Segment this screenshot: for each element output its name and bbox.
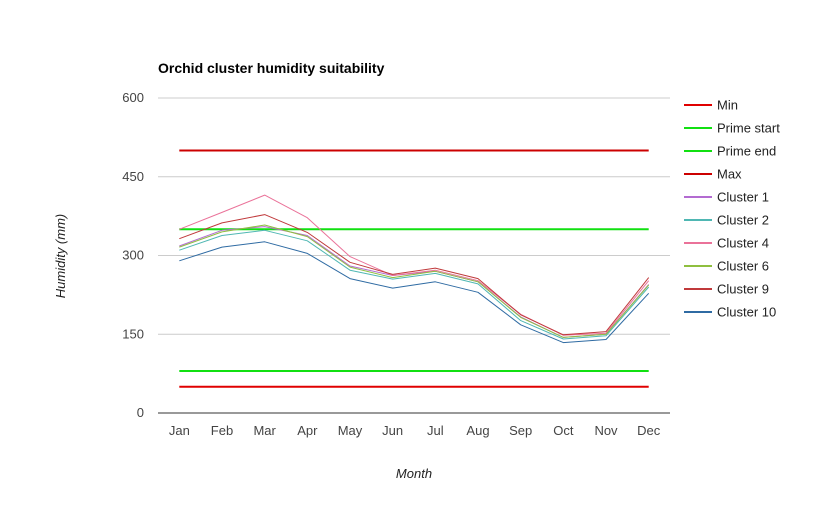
y-tick-label: 600 [122, 90, 144, 105]
legend-entry: Max [717, 167, 742, 182]
x-tick-label: Jun [382, 423, 403, 438]
y-tick-label: 0 [137, 405, 144, 420]
legend-entry: Prime end [717, 144, 776, 159]
x-axis-label: Month [396, 466, 432, 481]
legend-entry: Cluster 9 [717, 282, 769, 297]
series-line-cluster-4 [179, 194, 650, 336]
legend-entry: Cluster 6 [717, 259, 769, 274]
x-tick-label: Apr [297, 423, 318, 438]
x-tick-label: Jan [169, 423, 190, 438]
series-line-cluster-10 [179, 241, 650, 344]
x-tick-label: Sep [509, 423, 532, 438]
x-tick-label: May [338, 423, 363, 438]
y-tick-label: 300 [122, 248, 144, 263]
chart-title: Orchid cluster humidity suitability [158, 60, 385, 76]
y-tick-label: 150 [122, 326, 144, 341]
series-lines [179, 149, 650, 388]
series-line-cluster-2 [179, 229, 650, 340]
x-tick-label: Aug [466, 423, 489, 438]
x-tick-label: Dec [637, 423, 661, 438]
legend: Min Prime start Prime end Max Cluster 1 Clust… [684, 98, 780, 320]
gridlines [158, 97, 670, 414]
legend-entry: Cluster 10 [717, 305, 776, 320]
legend-entry: Cluster 4 [717, 236, 769, 251]
y-axis-label: Humidity (mm) [53, 214, 68, 299]
y-axis-ticks: 0 150 300 450 600 [122, 90, 144, 420]
x-tick-label: Nov [594, 423, 618, 438]
legend-entry: Cluster 2 [717, 213, 769, 228]
x-tick-label: Oct [553, 423, 574, 438]
legend-entry: Cluster 1 [717, 190, 769, 205]
x-tick-label: Feb [211, 423, 233, 438]
legend-entry: Min [717, 98, 738, 113]
y-tick-label: 450 [122, 169, 144, 184]
x-tick-label: Mar [253, 423, 276, 438]
x-tick-label: Jul [427, 423, 444, 438]
legend-entry: Prime start [717, 121, 780, 136]
x-axis-ticks: Jan Feb Mar Apr May Jun Jul Aug Sep Oct Nov Dec [169, 423, 661, 438]
series-line-cluster-6 [179, 224, 650, 338]
series-line-cluster-9 [179, 214, 650, 336]
